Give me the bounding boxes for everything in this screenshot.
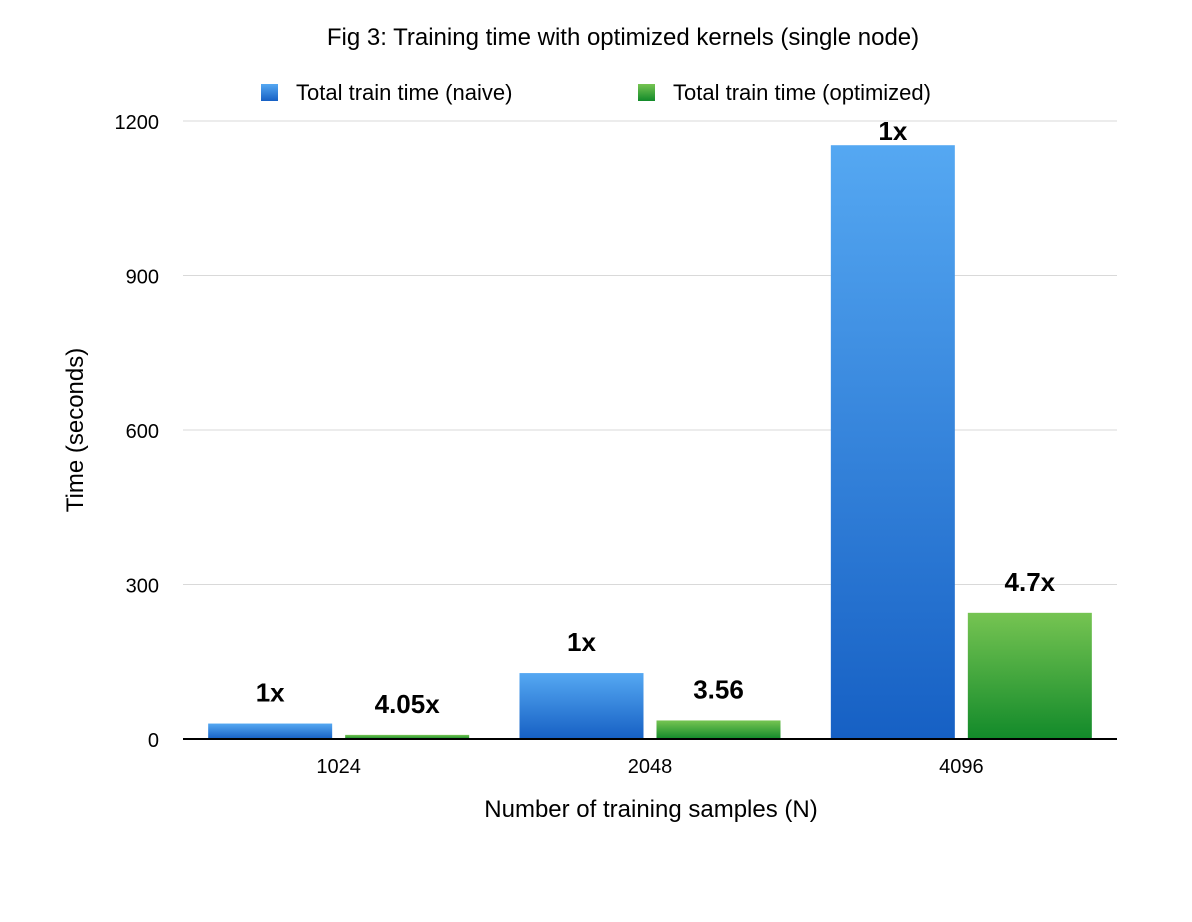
bar: [967, 612, 1092, 739]
legend-swatch: [638, 84, 655, 101]
data-label: 4.05x: [375, 689, 441, 719]
gridlines: [183, 120, 1117, 585]
data-label: 4.7x: [1005, 567, 1056, 597]
data-label: 1x: [256, 678, 285, 708]
bar: [519, 673, 644, 739]
data-label: 1x: [878, 116, 907, 146]
y-tick-label: 900: [126, 267, 159, 289]
x-axis-label: Number of training samples (N): [484, 796, 817, 823]
y-tick-label: 600: [126, 421, 159, 443]
chart-title: Fig 3: Training time with optimized kern…: [327, 24, 919, 51]
y-tick-label: 0: [148, 730, 159, 752]
y-tick-label: 1200: [115, 112, 160, 134]
bar-labels: 1x 4.05x 1x 3.56 1x 4.7x: [256, 116, 1056, 719]
y-axis-ticks: 0 300 600 900 1200: [115, 112, 160, 752]
bars: [208, 145, 1092, 739]
bar: [656, 720, 781, 739]
data-label: 3.56: [693, 674, 744, 704]
data-label: 1x: [567, 627, 596, 657]
bar: [830, 145, 955, 739]
legend-swatch: [261, 84, 278, 101]
y-axis-label: Time (seconds): [62, 348, 89, 512]
legend-label: Total train time (optimized): [673, 80, 931, 105]
x-tick-label: 4096: [939, 756, 984, 778]
legend-label: Total train time (naive): [296, 80, 512, 105]
y-tick-label: 300: [126, 576, 159, 598]
x-tick-label: 1024: [316, 756, 361, 778]
bar: [208, 723, 333, 739]
bar: [345, 734, 470, 739]
x-tick-label: 2048: [628, 756, 673, 778]
x-axis-ticks: 1024 2048 4096: [316, 756, 983, 778]
legend: Total train time (naive) Total train time…: [261, 80, 931, 105]
